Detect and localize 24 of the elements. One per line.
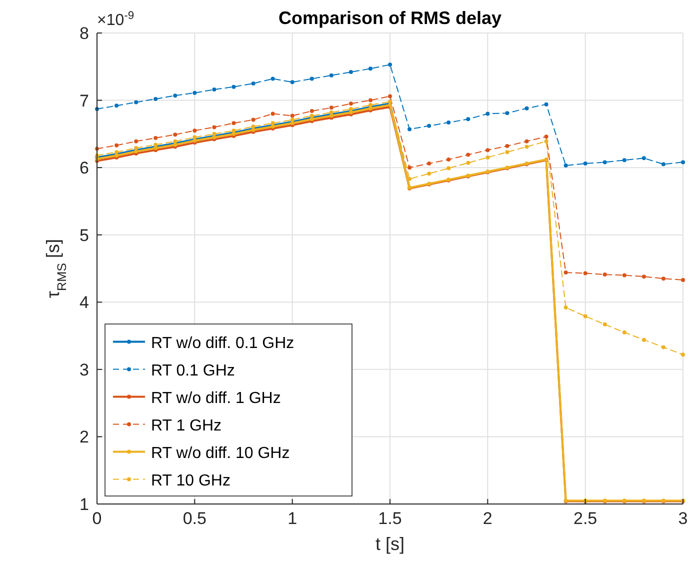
text: ×10$^{-9}$ [97, 10, 134, 29]
legend-label: RT 10 GHz [151, 472, 230, 490]
legend-label: RT 0.1 GHz [151, 362, 235, 380]
x-tick-label: 0.5 [182, 509, 206, 528]
x-tick-label: 2 [482, 509, 492, 528]
chart-title: Comparison of RMS delay [278, 8, 502, 28]
y-tick-label: 2 [80, 428, 89, 447]
x-tick-label: 1.5 [378, 509, 402, 528]
legend-label: RT w/o diff. 0.1 GHz [151, 334, 294, 352]
y-tick-label: 4 [80, 293, 89, 312]
y-tick-label: 8 [80, 24, 89, 43]
y-tick-label: 3 [80, 360, 89, 380]
y-tick-label: 7 [80, 91, 89, 110]
legend-label: RT w/o diff. 10 GHz [151, 444, 290, 462]
legend-label: RT w/o diff. 1 GHz [151, 390, 281, 407]
x-tick-label: 0 [92, 509, 102, 528]
legend-label: RT 1 GHz [151, 417, 222, 434]
x-tick-label: 2.5 [574, 509, 598, 528]
x-tick-label: 1 [288, 509, 298, 528]
x-tick-label: 3 [678, 509, 688, 528]
y-tick-label: 1 [80, 495, 89, 514]
y-tick-label: 6 [80, 158, 89, 178]
x-axis-title: t [s] [375, 534, 405, 554]
y-tick-label: 5 [80, 226, 89, 245]
